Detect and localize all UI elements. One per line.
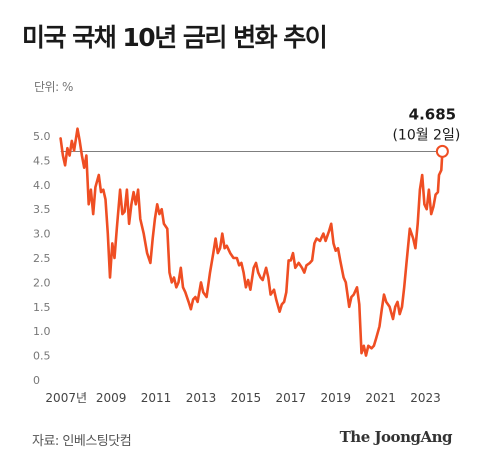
- y-tick-label: 4.0: [33, 179, 51, 192]
- x-axis: 2007년 2009 2011 2013 2015 2017 2019 2021 2023: [45, 391, 440, 405]
- y-tick-label: 5.0: [33, 130, 51, 143]
- y-tick-label: 3.0: [33, 228, 51, 241]
- brand-logo: The JoongAng: [339, 428, 453, 446]
- unit-label: 단위: %: [34, 80, 73, 94]
- x-tick-label: 2017: [276, 391, 307, 405]
- y-tick-label: 1.5: [33, 301, 51, 314]
- series-line: [59, 127, 444, 357]
- x-tick-label: 2021: [365, 391, 396, 405]
- x-tick-label: 2019: [320, 391, 351, 405]
- y-tick-label: 0: [33, 374, 40, 387]
- x-tick-label: 2015: [231, 391, 262, 405]
- x-tick-label: 2013: [186, 391, 217, 405]
- x-tick-label: 2009: [96, 391, 127, 405]
- annotation-value: 4.685: [409, 105, 456, 123]
- y-tick-label: 0.5: [33, 350, 51, 363]
- latest-value-marker: [435, 144, 449, 158]
- x-tick-label: 2023: [410, 391, 441, 405]
- y-axis: 0 0.5 1.0 1.5 2.0 2.5 3.0 3.5 4.0 4.5 5.0: [33, 130, 51, 387]
- source-label: 자료: 인베스팅닷컴: [32, 434, 132, 449]
- y-tick-label: 4.5: [33, 154, 51, 167]
- x-tick-label: 2011: [141, 391, 172, 405]
- y-tick-label: 1.0: [33, 325, 51, 338]
- chart-title: 미국 국채 10년 금리 변화 추이: [22, 23, 328, 52]
- y-tick-label: 2.5: [33, 252, 51, 265]
- x-tick-label: 2007년: [45, 391, 87, 405]
- annotation-date: (10월 2일): [392, 127, 460, 143]
- y-tick-label: 3.5: [33, 203, 51, 216]
- y-tick-label: 2.0: [33, 276, 51, 289]
